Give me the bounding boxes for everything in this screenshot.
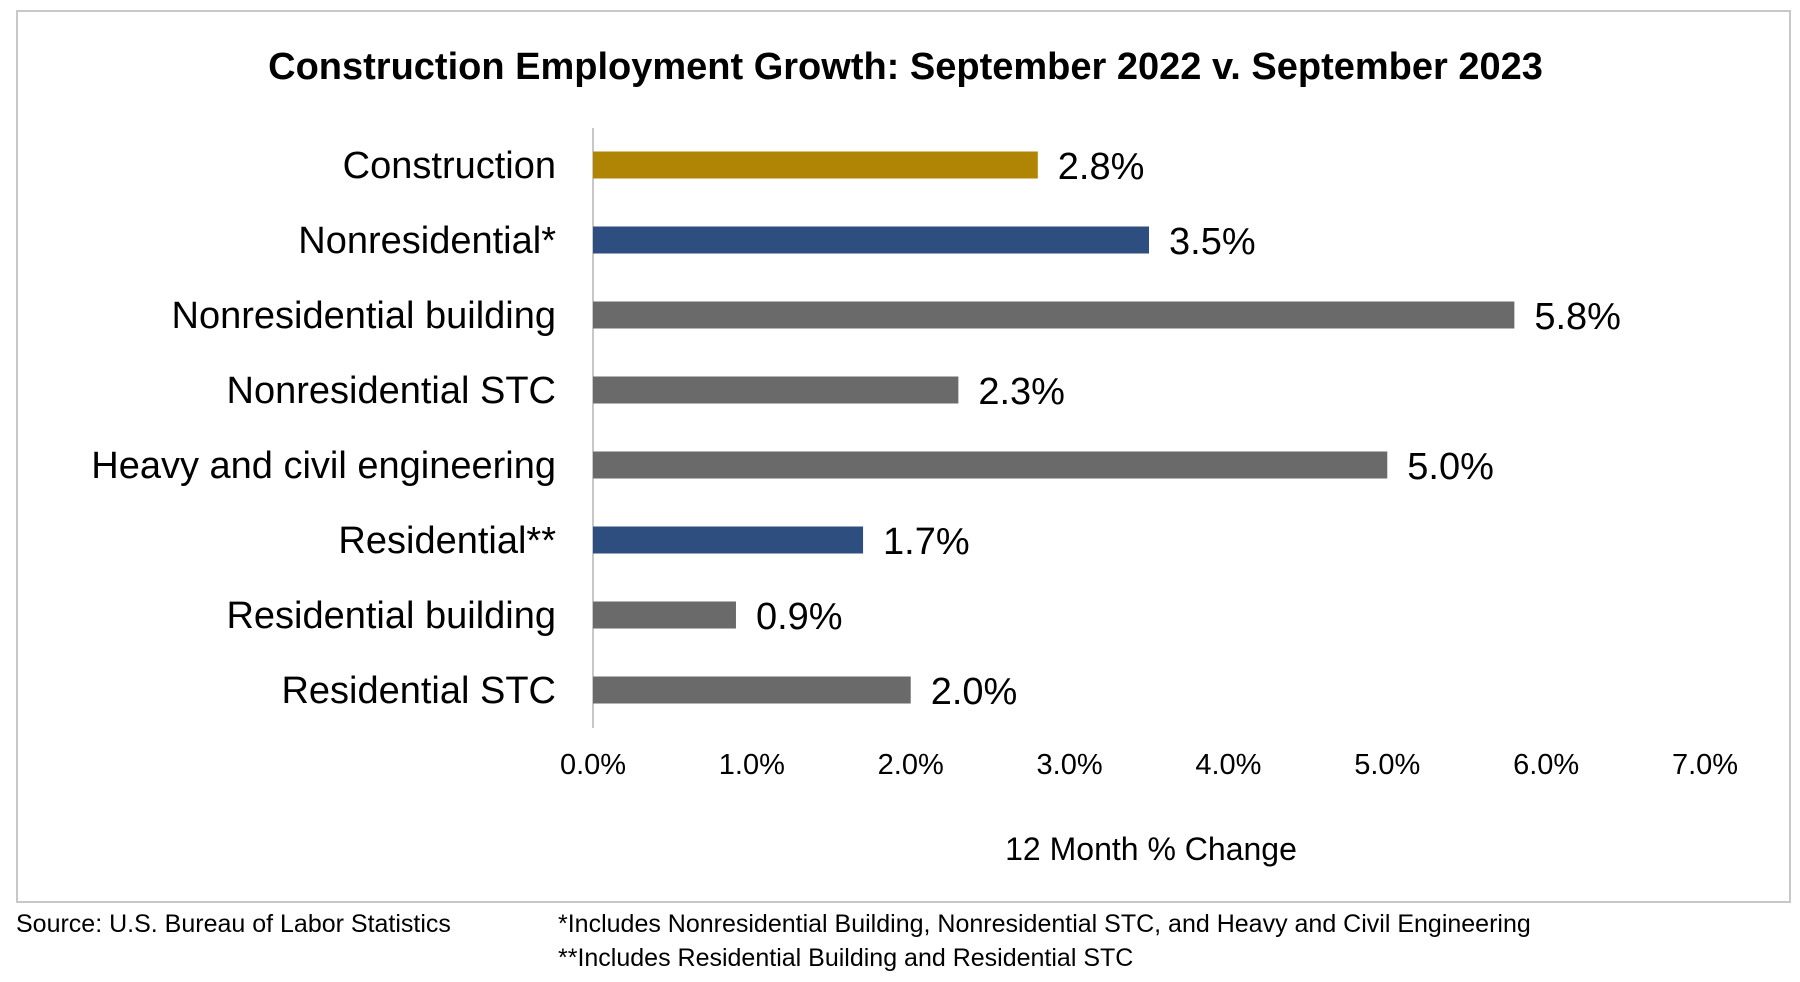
x-tick-label: 2.0% [878, 749, 944, 781]
x-tick-label: 7.0% [1672, 749, 1738, 781]
category-label: Nonresidential STC [227, 370, 556, 412]
footnote-nonresidential: *Includes Nonresidential Building, Nonre… [558, 910, 1531, 938]
x-tick-label: 5.0% [1354, 749, 1420, 781]
data-label: 2.8% [1058, 146, 1145, 188]
data-label: 5.8% [1534, 296, 1621, 338]
data-label: 3.5% [1169, 221, 1256, 263]
bar [593, 151, 1038, 179]
category-label: Residential** [338, 520, 556, 562]
bar [593, 301, 1515, 329]
bar [593, 451, 1388, 479]
x-tick-label: 4.0% [1195, 749, 1261, 781]
x-tick-label: 0.0% [560, 749, 626, 781]
category-label: Nonresidential building [172, 295, 556, 337]
x-axis-title: 12 Month % Change [1005, 831, 1297, 867]
bar [593, 526, 864, 554]
category-label: Residential STC [281, 670, 556, 712]
data-label: 1.7% [883, 521, 970, 563]
data-label: 2.0% [931, 671, 1018, 713]
x-tick-label: 3.0% [1037, 749, 1103, 781]
data-label: 0.9% [756, 596, 843, 638]
chart-frame: Construction Employment Growth: Septembe… [16, 10, 1791, 903]
category-label: Nonresidential* [298, 220, 556, 262]
data-label: 5.0% [1407, 446, 1494, 488]
data-label: 2.3% [978, 371, 1065, 413]
bar [593, 226, 1149, 254]
bar [593, 601, 736, 629]
category-label: Construction [343, 145, 556, 187]
footnote-residential: **Includes Residential Building and Resi… [558, 944, 1134, 972]
bar [593, 676, 911, 704]
x-tick-label: 6.0% [1513, 749, 1579, 781]
chart-title: Construction Employment Growth: Septembe… [268, 46, 1543, 88]
x-tick-label: 1.0% [719, 749, 785, 781]
category-label: Heavy and civil engineering [91, 445, 556, 487]
bar [593, 376, 959, 404]
source-note: Source: U.S. Bureau of Labor Statistics [16, 910, 451, 938]
category-label: Residential building [226, 595, 556, 637]
